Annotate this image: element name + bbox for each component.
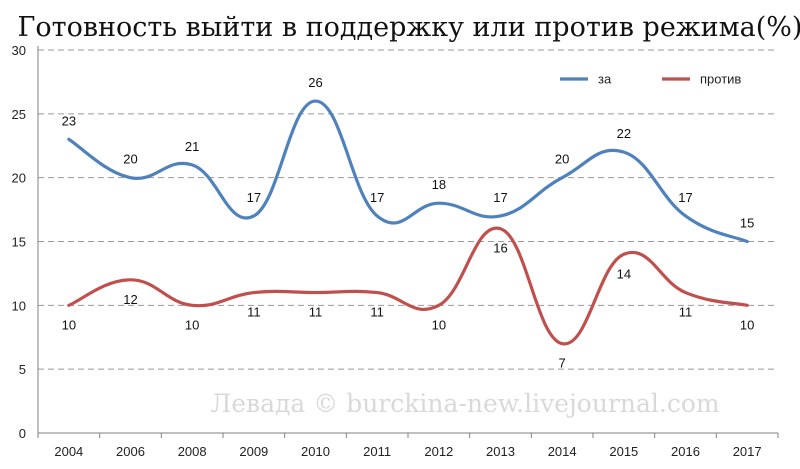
series-za-data-label: 18 <box>432 177 446 192</box>
series-protiv-data-label: 14 <box>617 266 631 281</box>
series-protiv-data-label: 11 <box>679 305 693 320</box>
x-tick-label-2017: 2017 <box>733 444 762 459</box>
y-tick-label-10: 10 <box>12 298 26 313</box>
data-labels: 23 20 21 17 26 17 18 17 20 22 17 15 10 12 10 11 11 11 10 16… <box>62 75 755 371</box>
series-za-line <box>67 99 749 244</box>
y-tick-label-30: 30 <box>12 43 26 58</box>
x-tick-label-2006: 2006 <box>116 444 145 459</box>
series-protiv-data-label: 11 <box>247 305 261 320</box>
y-tick-label-0: 0 <box>19 426 26 441</box>
x-tick-label-2009: 2009 <box>239 444 268 459</box>
x-tick-label-2016: 2016 <box>671 444 700 459</box>
x-tick-label-2010: 2010 <box>301 444 330 459</box>
legend-label-series-protiv: против <box>700 72 741 87</box>
series-za-data-label: 17 <box>493 190 507 205</box>
y-tick-label-15: 15 <box>12 235 26 250</box>
series-za-data-label: 17 <box>370 190 384 205</box>
series-protiv-data-label: 16 <box>493 241 507 256</box>
x-tick-label-2011: 2011 <box>363 444 391 459</box>
legend: за против <box>560 72 741 87</box>
legend-label-series-za: за <box>598 72 612 87</box>
series-za-data-label: 26 <box>308 75 322 90</box>
series-protiv-data-label: 10 <box>185 317 199 332</box>
x-tick-label-2013: 2013 <box>486 444 515 459</box>
watermark: Левада © burckina-new.livejournal.com <box>210 389 720 418</box>
x-tick-label-2004: 2004 <box>54 444 83 459</box>
series-protiv-data-label: 10 <box>62 317 76 332</box>
series-za-data-label: 17 <box>247 190 261 205</box>
y-tick-label-25: 25 <box>12 107 26 122</box>
series-protiv-data-label: 10 <box>740 317 754 332</box>
series-za-data-label: 17 <box>678 190 692 205</box>
series-za-data-label: 20 <box>123 152 137 167</box>
series-protiv-line <box>67 226 749 346</box>
series-protiv-data-label: 12 <box>123 292 137 307</box>
series-protiv-data-label: 10 <box>432 317 446 332</box>
x-tick-label-2012: 2012 <box>424 444 453 459</box>
y-tick-label-5: 5 <box>19 362 26 377</box>
series-za-data-label: 20 <box>555 152 569 167</box>
series-za-data-label: 21 <box>185 139 199 154</box>
y-tick-label-20: 20 <box>12 171 26 186</box>
series-lines <box>67 99 749 346</box>
x-tick-label-2014: 2014 <box>548 444 577 459</box>
series-za-data-label: 15 <box>740 216 754 231</box>
series-za-data-label: 22 <box>617 126 631 141</box>
series-protiv-data-label: 7 <box>559 356 566 371</box>
x-tick-label-2015: 2015 <box>609 444 638 459</box>
x-tick-label-2008: 2008 <box>178 444 207 459</box>
series-za-data-label: 23 <box>62 113 76 128</box>
chart-title: Готовность выйти в поддержку или против … <box>18 12 800 43</box>
gridlines <box>38 49 778 370</box>
series-protiv-data-label: 11 <box>309 305 323 320</box>
series-protiv-data-label: 11 <box>370 305 384 320</box>
